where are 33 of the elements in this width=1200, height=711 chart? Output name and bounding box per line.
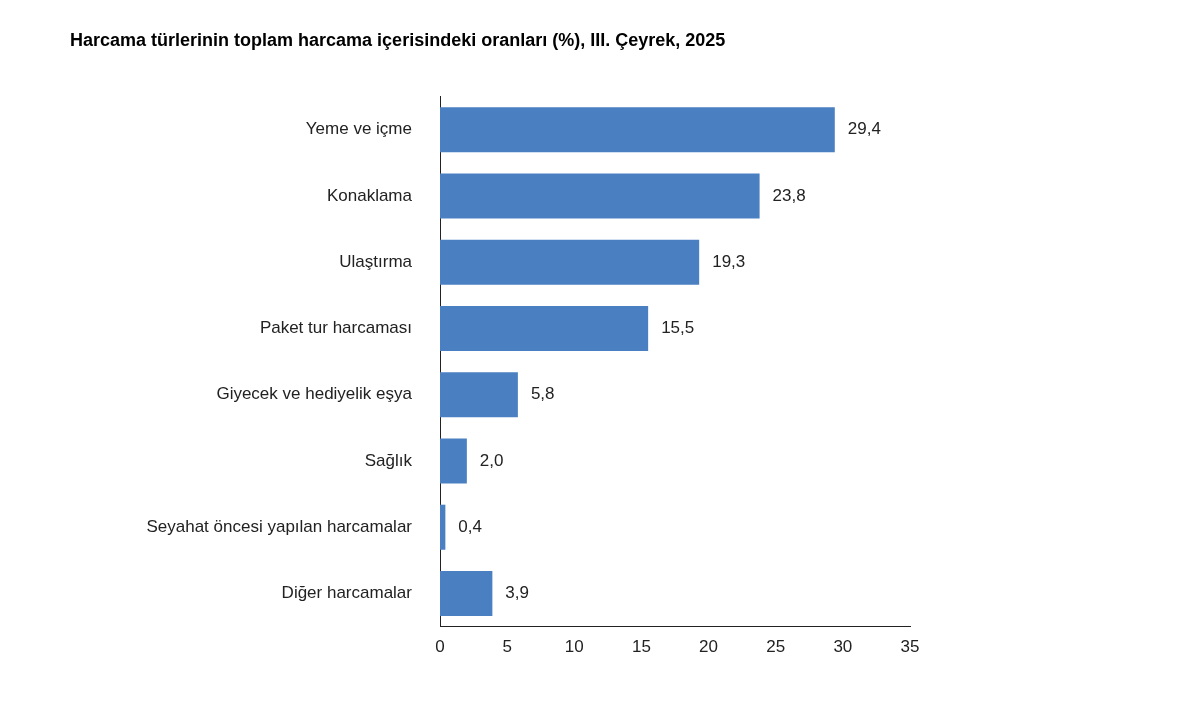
bar <box>440 504 446 550</box>
bar <box>440 438 467 484</box>
y-tick-label: Sağlık <box>364 450 413 470</box>
y-tick-label: Diğer harcamalar <box>281 583 413 603</box>
x-tick-label: 30 <box>833 637 853 657</box>
bar <box>440 570 493 616</box>
x-tick-label: 10 <box>564 637 584 657</box>
data-label: 2,0 <box>479 450 504 470</box>
y-tick-label: Yeme ve içme <box>305 119 412 139</box>
data-label: 19,3 <box>712 251 746 271</box>
bar <box>440 173 760 219</box>
x-tick-label: 25 <box>766 637 786 657</box>
bar <box>440 239 700 285</box>
data-label: 23,8 <box>772 185 806 205</box>
x-tick-label: 5 <box>502 637 512 657</box>
bar <box>440 107 835 153</box>
bar <box>440 372 518 418</box>
y-tick-label: Konaklama <box>326 185 413 205</box>
x-tick-label: 15 <box>631 637 651 657</box>
x-tick-label: 0 <box>435 637 445 657</box>
data-label: 3,9 <box>505 583 530 603</box>
y-tick-label: Giyecek ve hediyelik eşya <box>216 384 413 404</box>
y-tick-label: Paket tur harcaması <box>259 318 412 338</box>
x-tick-label: 20 <box>699 637 719 657</box>
y-tick-label: Ulaştırma <box>339 251 413 271</box>
data-label: 0,4 <box>458 516 483 536</box>
data-label: 29,4 <box>847 119 881 139</box>
bar <box>440 305 649 351</box>
chart-title: Harcama türlerinin toplam harcama içerisindeki oranları (%), III. Çeyrek, 2025 <box>70 29 726 50</box>
x-tick-label: 35 <box>900 637 920 657</box>
data-label: 5,8 <box>530 384 555 404</box>
y-tick-label: Seyahat öncesi yapılan harcamalar <box>146 516 413 536</box>
data-label: 15,5 <box>661 318 695 338</box>
